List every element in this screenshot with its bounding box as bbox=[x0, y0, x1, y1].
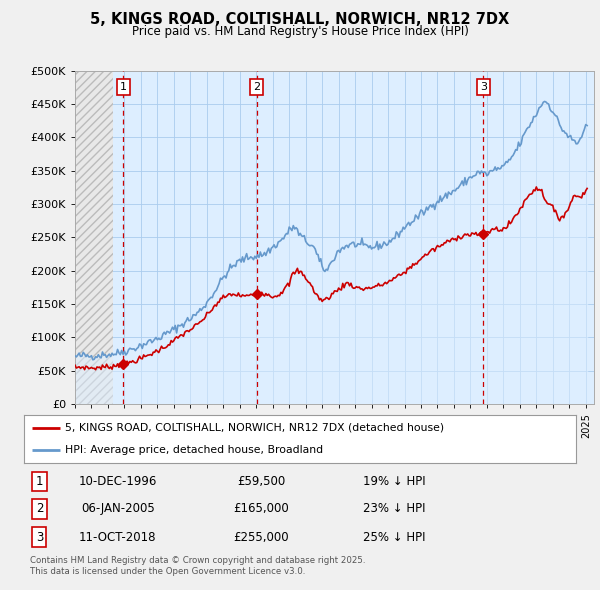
Text: £165,000: £165,000 bbox=[233, 502, 289, 516]
Text: Price paid vs. HM Land Registry's House Price Index (HPI): Price paid vs. HM Land Registry's House … bbox=[131, 25, 469, 38]
Text: 06-JAN-2005: 06-JAN-2005 bbox=[81, 502, 155, 516]
Text: 19% ↓ HPI: 19% ↓ HPI bbox=[362, 475, 425, 488]
Text: 2: 2 bbox=[253, 82, 260, 92]
Text: 3: 3 bbox=[36, 530, 43, 543]
FancyBboxPatch shape bbox=[75, 71, 113, 404]
Text: 23% ↓ HPI: 23% ↓ HPI bbox=[362, 502, 425, 516]
Text: HPI: Average price, detached house, Broadland: HPI: Average price, detached house, Broa… bbox=[65, 445, 323, 455]
Text: 5, KINGS ROAD, COLTISHALL, NORWICH, NR12 7DX (detached house): 5, KINGS ROAD, COLTISHALL, NORWICH, NR12… bbox=[65, 423, 445, 433]
Text: 25% ↓ HPI: 25% ↓ HPI bbox=[362, 530, 425, 543]
Text: £59,500: £59,500 bbox=[237, 475, 286, 488]
Text: 3: 3 bbox=[480, 82, 487, 92]
Text: Contains HM Land Registry data © Crown copyright and database right 2025.
This d: Contains HM Land Registry data © Crown c… bbox=[30, 556, 365, 576]
Text: 1: 1 bbox=[120, 82, 127, 92]
Text: 1: 1 bbox=[36, 475, 43, 488]
Text: £255,000: £255,000 bbox=[233, 530, 289, 543]
Text: 10-DEC-1996: 10-DEC-1996 bbox=[79, 475, 157, 488]
Text: 5, KINGS ROAD, COLTISHALL, NORWICH, NR12 7DX: 5, KINGS ROAD, COLTISHALL, NORWICH, NR12… bbox=[91, 12, 509, 27]
Text: 2: 2 bbox=[36, 502, 43, 516]
Text: 11-OCT-2018: 11-OCT-2018 bbox=[79, 530, 157, 543]
